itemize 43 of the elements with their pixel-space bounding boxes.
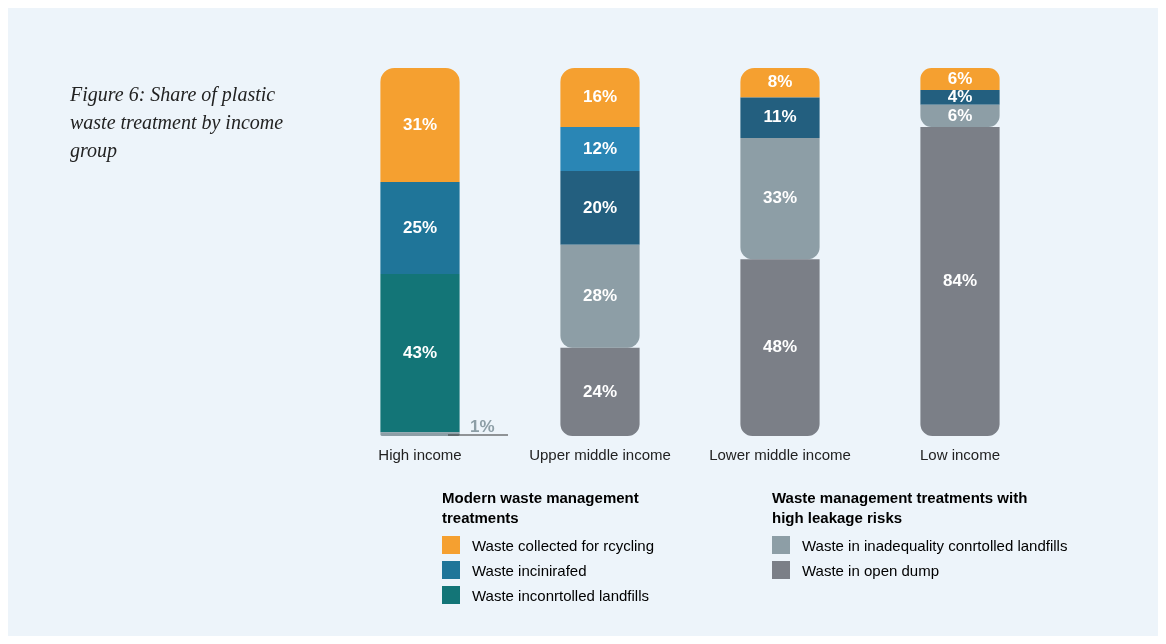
data-label: 6% xyxy=(947,68,973,88)
data-label: 43% xyxy=(402,342,438,362)
bar xyxy=(740,97,820,138)
data-label: 12% xyxy=(582,138,618,158)
data-label: 48% xyxy=(762,337,798,357)
text: Figure 6: Share of plastic waste treatment by income group xyxy=(70,82,285,164)
data-label: 20% xyxy=(582,197,618,217)
x-tick-label: Upper middle income xyxy=(529,446,671,464)
data-label: 31% xyxy=(402,114,438,134)
legend-label: Waste in inadequality conrtolled landfills xyxy=(802,536,1068,554)
legend-label: Waste inconrtolled landfills xyxy=(472,586,650,604)
bar xyxy=(560,347,640,436)
data-label: 28% xyxy=(582,285,618,305)
bar xyxy=(380,68,460,183)
data-label: 6% xyxy=(947,105,973,125)
bar xyxy=(740,137,820,260)
bar xyxy=(560,244,640,348)
bar xyxy=(560,68,640,127)
data-label: 24% xyxy=(582,381,618,401)
bar xyxy=(380,432,460,436)
text: Waste management treatments with high leakage risks xyxy=(772,488,1029,528)
data-label: 4% xyxy=(947,87,973,107)
text: Modern waste management treatments xyxy=(442,488,640,528)
data-label: 11% xyxy=(763,107,797,127)
data-label: 1% xyxy=(470,416,495,436)
bar xyxy=(380,274,460,433)
bar xyxy=(560,171,640,245)
legend-label: Waste incinirafed xyxy=(472,561,587,579)
data-label: 16% xyxy=(582,87,618,107)
legend-label: Waste in open dump xyxy=(802,561,940,579)
x-tick-label: Lower middle income xyxy=(709,446,851,464)
data-label: 84% xyxy=(942,271,978,291)
data-label: 25% xyxy=(402,217,438,237)
data-label: 8% xyxy=(767,72,793,92)
bar xyxy=(560,126,640,172)
bar xyxy=(740,259,820,436)
bar xyxy=(380,182,460,275)
x-tick-label: High income xyxy=(378,446,462,464)
legend-label: Waste collected for rcycling xyxy=(472,536,655,554)
bar xyxy=(920,126,1000,436)
bar xyxy=(740,68,820,98)
x-tick-label: Low income xyxy=(919,446,1001,464)
data-label: 33% xyxy=(762,188,798,208)
